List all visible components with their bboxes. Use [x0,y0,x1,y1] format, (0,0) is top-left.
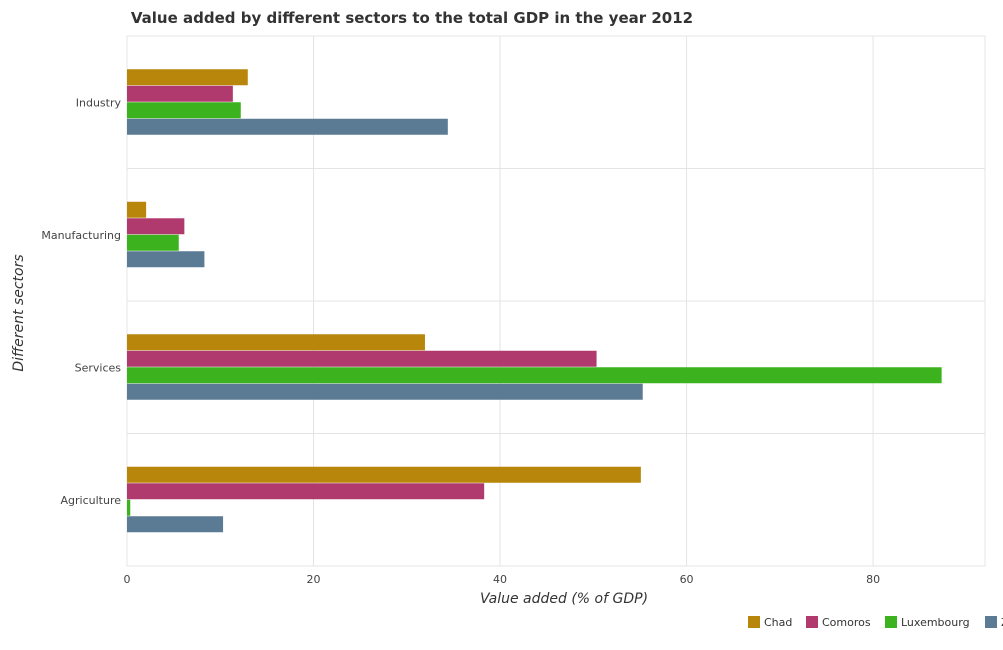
bar-luxembourg-services [127,367,942,384]
bar-luxembourg-industry [127,102,241,119]
x-tick-label: 80 [866,573,880,586]
bar-comoros-manufacturing [127,218,185,235]
y-tick-label: Manufacturing [41,229,121,242]
chart-title: Value added by different sectors to the … [131,9,693,27]
bar-zambia-services [127,383,643,400]
x-tick-label: 20 [307,573,321,586]
y-tick-label: Industry [76,96,122,109]
bar-luxembourg-manufacturing [127,234,179,251]
legend-label-zambia: Zambia [1001,616,1003,629]
legend-label-chad: Chad [764,616,792,629]
y-tick-label: Services [75,361,122,374]
x-tick-label: 60 [680,573,694,586]
legend-swatch-chad [748,616,760,628]
plot-area: 0 20 40 60 80 Industry Manufacturing Services Ag… [41,35,986,586]
bar-chad-industry [127,69,248,86]
bar-chad-services [127,334,425,351]
bar-comoros-industry [127,85,233,102]
bar-luxembourg-agriculture [127,499,131,516]
y-axis-label: Different sectors [11,254,27,371]
legend-swatch-zambia [985,616,997,628]
bar-comoros-services [127,350,597,367]
plot-frame [126,35,986,567]
bar-comoros-agriculture [127,483,485,500]
y-tick-label: Agriculture [61,494,122,507]
legend-swatch-comoros [806,616,818,628]
bar-zambia-agriculture [127,516,224,533]
legend-swatch-luxembourg [885,616,897,628]
x-axis-label: Value added (% of GDP) [480,591,648,607]
legend-label-luxembourg: Luxembourg [901,616,970,629]
legend: Chad Comoros Luxembourg Zambia [748,616,1003,629]
bar-zambia-industry [127,118,448,135]
bar-chad-agriculture [127,466,641,483]
bar-chad-manufacturing [127,201,147,218]
x-tick-label: 0 [124,573,131,586]
bar-zambia-manufacturing [127,251,205,268]
legend-label-comoros: Comoros [822,616,871,629]
x-tick-label: 40 [493,573,507,586]
